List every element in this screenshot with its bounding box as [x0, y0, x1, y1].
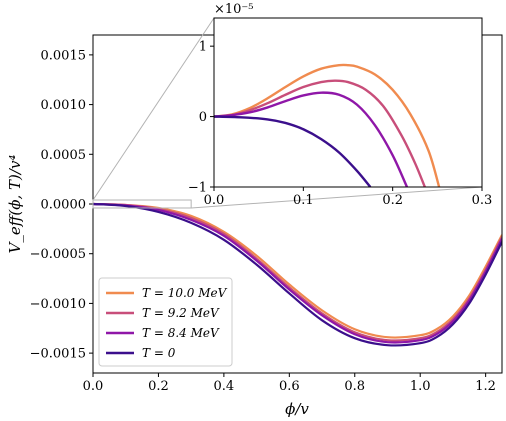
legend-label: T = 9.2 MeV [142, 306, 220, 320]
zoom-connector [191, 186, 483, 209]
x-tick-label: 1.2 [475, 379, 496, 394]
inset-series-line [214, 79, 426, 187]
zoom-indicator [92, 17, 483, 209]
inset-scale-label: ×10⁻⁵ [214, 2, 254, 17]
x-tick-label: 0.4 [214, 379, 235, 394]
series-line [93, 202, 502, 344]
inset-x-tick-label: 0.1 [293, 193, 314, 208]
inset-y-tick-label: 0 [199, 110, 207, 125]
legend-label: T = 8.4 MeV [142, 326, 220, 340]
inset-x-tick-label: 0.2 [382, 193, 403, 208]
zoom-connector [92, 17, 215, 201]
x-tick-label: 0.2 [148, 379, 169, 394]
legend-label: T = 10.0 MeV [142, 286, 228, 300]
x-tick-label: 0.8 [344, 379, 365, 394]
y-tick-label: −0.0005 [30, 247, 86, 262]
y-tick-label: −0.0015 [30, 347, 86, 362]
inset-x-tick-label: 0.3 [472, 193, 493, 208]
x-tick-label: 1.0 [410, 379, 431, 394]
y-tick-label: 0.0010 [41, 98, 87, 113]
series-line [93, 202, 502, 342]
inset-lines [214, 63, 441, 187]
inset-axes-frame [213, 17, 483, 188]
main-ticks: 0.0 0.2 0.4 0.6 0.8 1.0 1.2 0.0015 0.0010 0.0005 0… [30, 48, 496, 394]
inset-x-tick-label: 0.0 [204, 193, 225, 208]
y-axis-label: V_eff(ϕ, T)/v⁴ [6, 155, 24, 254]
inset-y-tick-label: 1 [199, 40, 207, 55]
x-tick-label: 0.6 [279, 379, 300, 394]
y-tick-label: −0.0010 [30, 297, 86, 312]
main-lines [93, 202, 502, 347]
y-tick-label: 0.0015 [41, 48, 87, 63]
y-tick-label: 0.0005 [41, 148, 87, 163]
y-tick-label: 0.0000 [41, 198, 87, 213]
series-line [93, 202, 502, 347]
inset-ticks: 0.0 0.1 0.2 0.3 1 0 −1 [188, 40, 493, 208]
inset-series-line [214, 63, 441, 187]
x-tick-label: 0.0 [83, 379, 104, 394]
legend-box [98, 277, 233, 367]
x-axis-label: ϕ/v [285, 400, 309, 418]
zoom-region-box [92, 199, 192, 209]
series-line [93, 202, 502, 339]
legend-items: T = 10.0 MeV T = 9.2 MeV T = 8.4 MeV T = 0 [106, 286, 228, 360]
inset-y-tick-label: −1 [188, 181, 207, 196]
inset-series-line [214, 91, 409, 187]
inset-series-line [214, 115, 372, 187]
legend-label: T = 0 [142, 346, 176, 360]
